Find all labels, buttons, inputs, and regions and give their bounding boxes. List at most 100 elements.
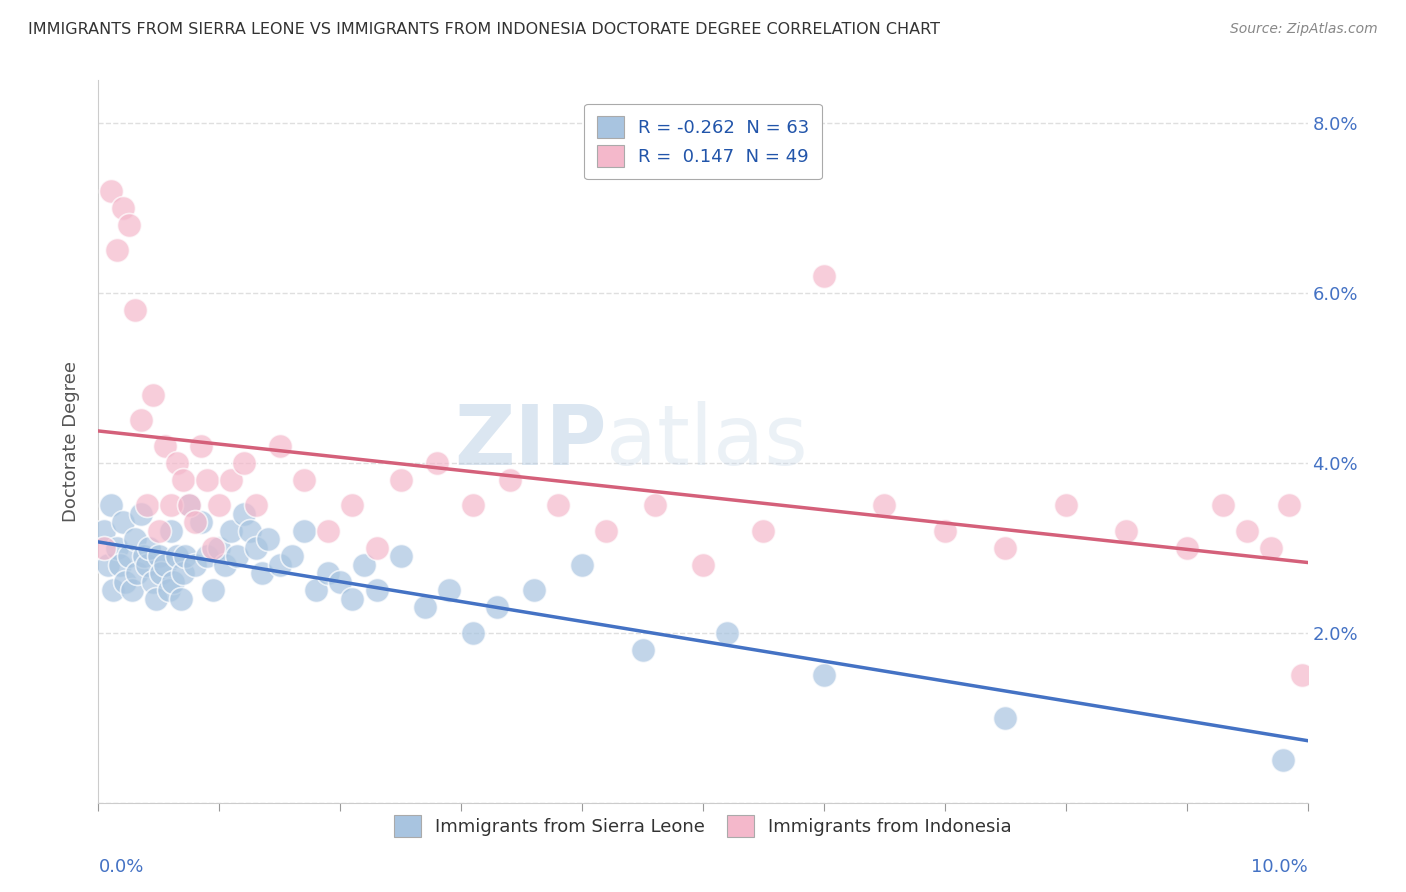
Point <box>190 439 212 453</box>
Point <box>157 583 180 598</box>
Point <box>135 498 157 512</box>
Point <box>281 549 304 564</box>
Point <box>426 456 449 470</box>
Point <box>162 574 184 589</box>
Point <box>292 473 315 487</box>
Point <box>250 566 273 581</box>
Point <box>994 541 1017 555</box>
Point <box>160 498 183 512</box>
Point <box>232 507 254 521</box>
Y-axis label: Doctorate Degree: Doctorate Degree <box>62 361 80 522</box>
Point <box>172 473 194 487</box>
Point <box>523 583 546 598</box>
Point <box>118 218 141 232</box>
Point <box>547 498 569 512</box>
Point <box>463 498 485 512</box>
Point <box>934 524 956 538</box>
Point <box>150 566 173 581</box>
Point <box>994 711 1017 725</box>
Point <box>108 558 131 572</box>
Point <box>463 625 485 640</box>
Point <box>1272 753 1295 767</box>
Point <box>1236 524 1258 538</box>
Text: IMMIGRANTS FROM SIERRA LEONE VS IMMIGRANTS FROM INDONESIA DOCTORATE DEGREE CORRE: IMMIGRANTS FROM SIERRA LEONE VS IMMIGRAN… <box>28 22 941 37</box>
Point <box>114 574 136 589</box>
Point <box>239 524 262 538</box>
Point <box>153 439 176 453</box>
Point <box>1212 498 1234 512</box>
Text: 0.0%: 0.0% <box>98 858 143 876</box>
Point <box>366 541 388 555</box>
Point <box>121 583 143 598</box>
Point <box>245 541 267 555</box>
Point <box>316 566 339 581</box>
Text: atlas: atlas <box>606 401 808 482</box>
Point <box>195 473 218 487</box>
Point <box>135 558 157 572</box>
Point <box>148 524 170 538</box>
Point <box>305 583 328 598</box>
Point <box>269 558 291 572</box>
Point <box>329 574 352 589</box>
Point <box>1278 498 1301 512</box>
Legend: Immigrants from Sierra Leone, Immigrants from Indonesia: Immigrants from Sierra Leone, Immigrants… <box>387 808 1019 845</box>
Point <box>813 668 835 682</box>
Point <box>644 498 666 512</box>
Point <box>214 558 236 572</box>
Point <box>366 583 388 598</box>
Point <box>595 524 617 538</box>
Point <box>142 574 165 589</box>
Point <box>413 600 436 615</box>
Point <box>316 524 339 538</box>
Point <box>127 566 149 581</box>
Point <box>1054 498 1077 512</box>
Point <box>184 558 207 572</box>
Point <box>129 413 152 427</box>
Point <box>93 524 115 538</box>
Point <box>716 625 738 640</box>
Point <box>813 268 835 283</box>
Point <box>202 541 225 555</box>
Point <box>1115 524 1137 538</box>
Point <box>437 583 460 598</box>
Point <box>172 566 194 581</box>
Point <box>1291 668 1313 682</box>
Point <box>184 516 207 530</box>
Point <box>124 533 146 547</box>
Point <box>134 549 156 564</box>
Text: 10.0%: 10.0% <box>1251 858 1308 876</box>
Point <box>208 498 231 512</box>
Point <box>145 591 167 606</box>
Point <box>692 558 714 572</box>
Point <box>256 533 278 547</box>
Point <box>129 507 152 521</box>
Point <box>105 541 128 555</box>
Point <box>389 549 412 564</box>
Point <box>111 516 134 530</box>
Point <box>97 558 120 572</box>
Point <box>179 498 201 512</box>
Point <box>221 524 243 538</box>
Point <box>232 456 254 470</box>
Point <box>179 498 201 512</box>
Point <box>195 549 218 564</box>
Text: ZIP: ZIP <box>454 401 606 482</box>
Point <box>208 541 231 555</box>
Point <box>873 498 896 512</box>
Point <box>93 541 115 555</box>
Point <box>124 302 146 317</box>
Point <box>498 473 520 487</box>
Point <box>166 549 188 564</box>
Point <box>100 184 122 198</box>
Point <box>486 600 509 615</box>
Point <box>752 524 775 538</box>
Point <box>174 549 197 564</box>
Point <box>148 549 170 564</box>
Point <box>221 473 243 487</box>
Point <box>226 549 249 564</box>
Point <box>245 498 267 512</box>
Point <box>166 456 188 470</box>
Point <box>118 549 141 564</box>
Point <box>138 541 160 555</box>
Point <box>292 524 315 538</box>
